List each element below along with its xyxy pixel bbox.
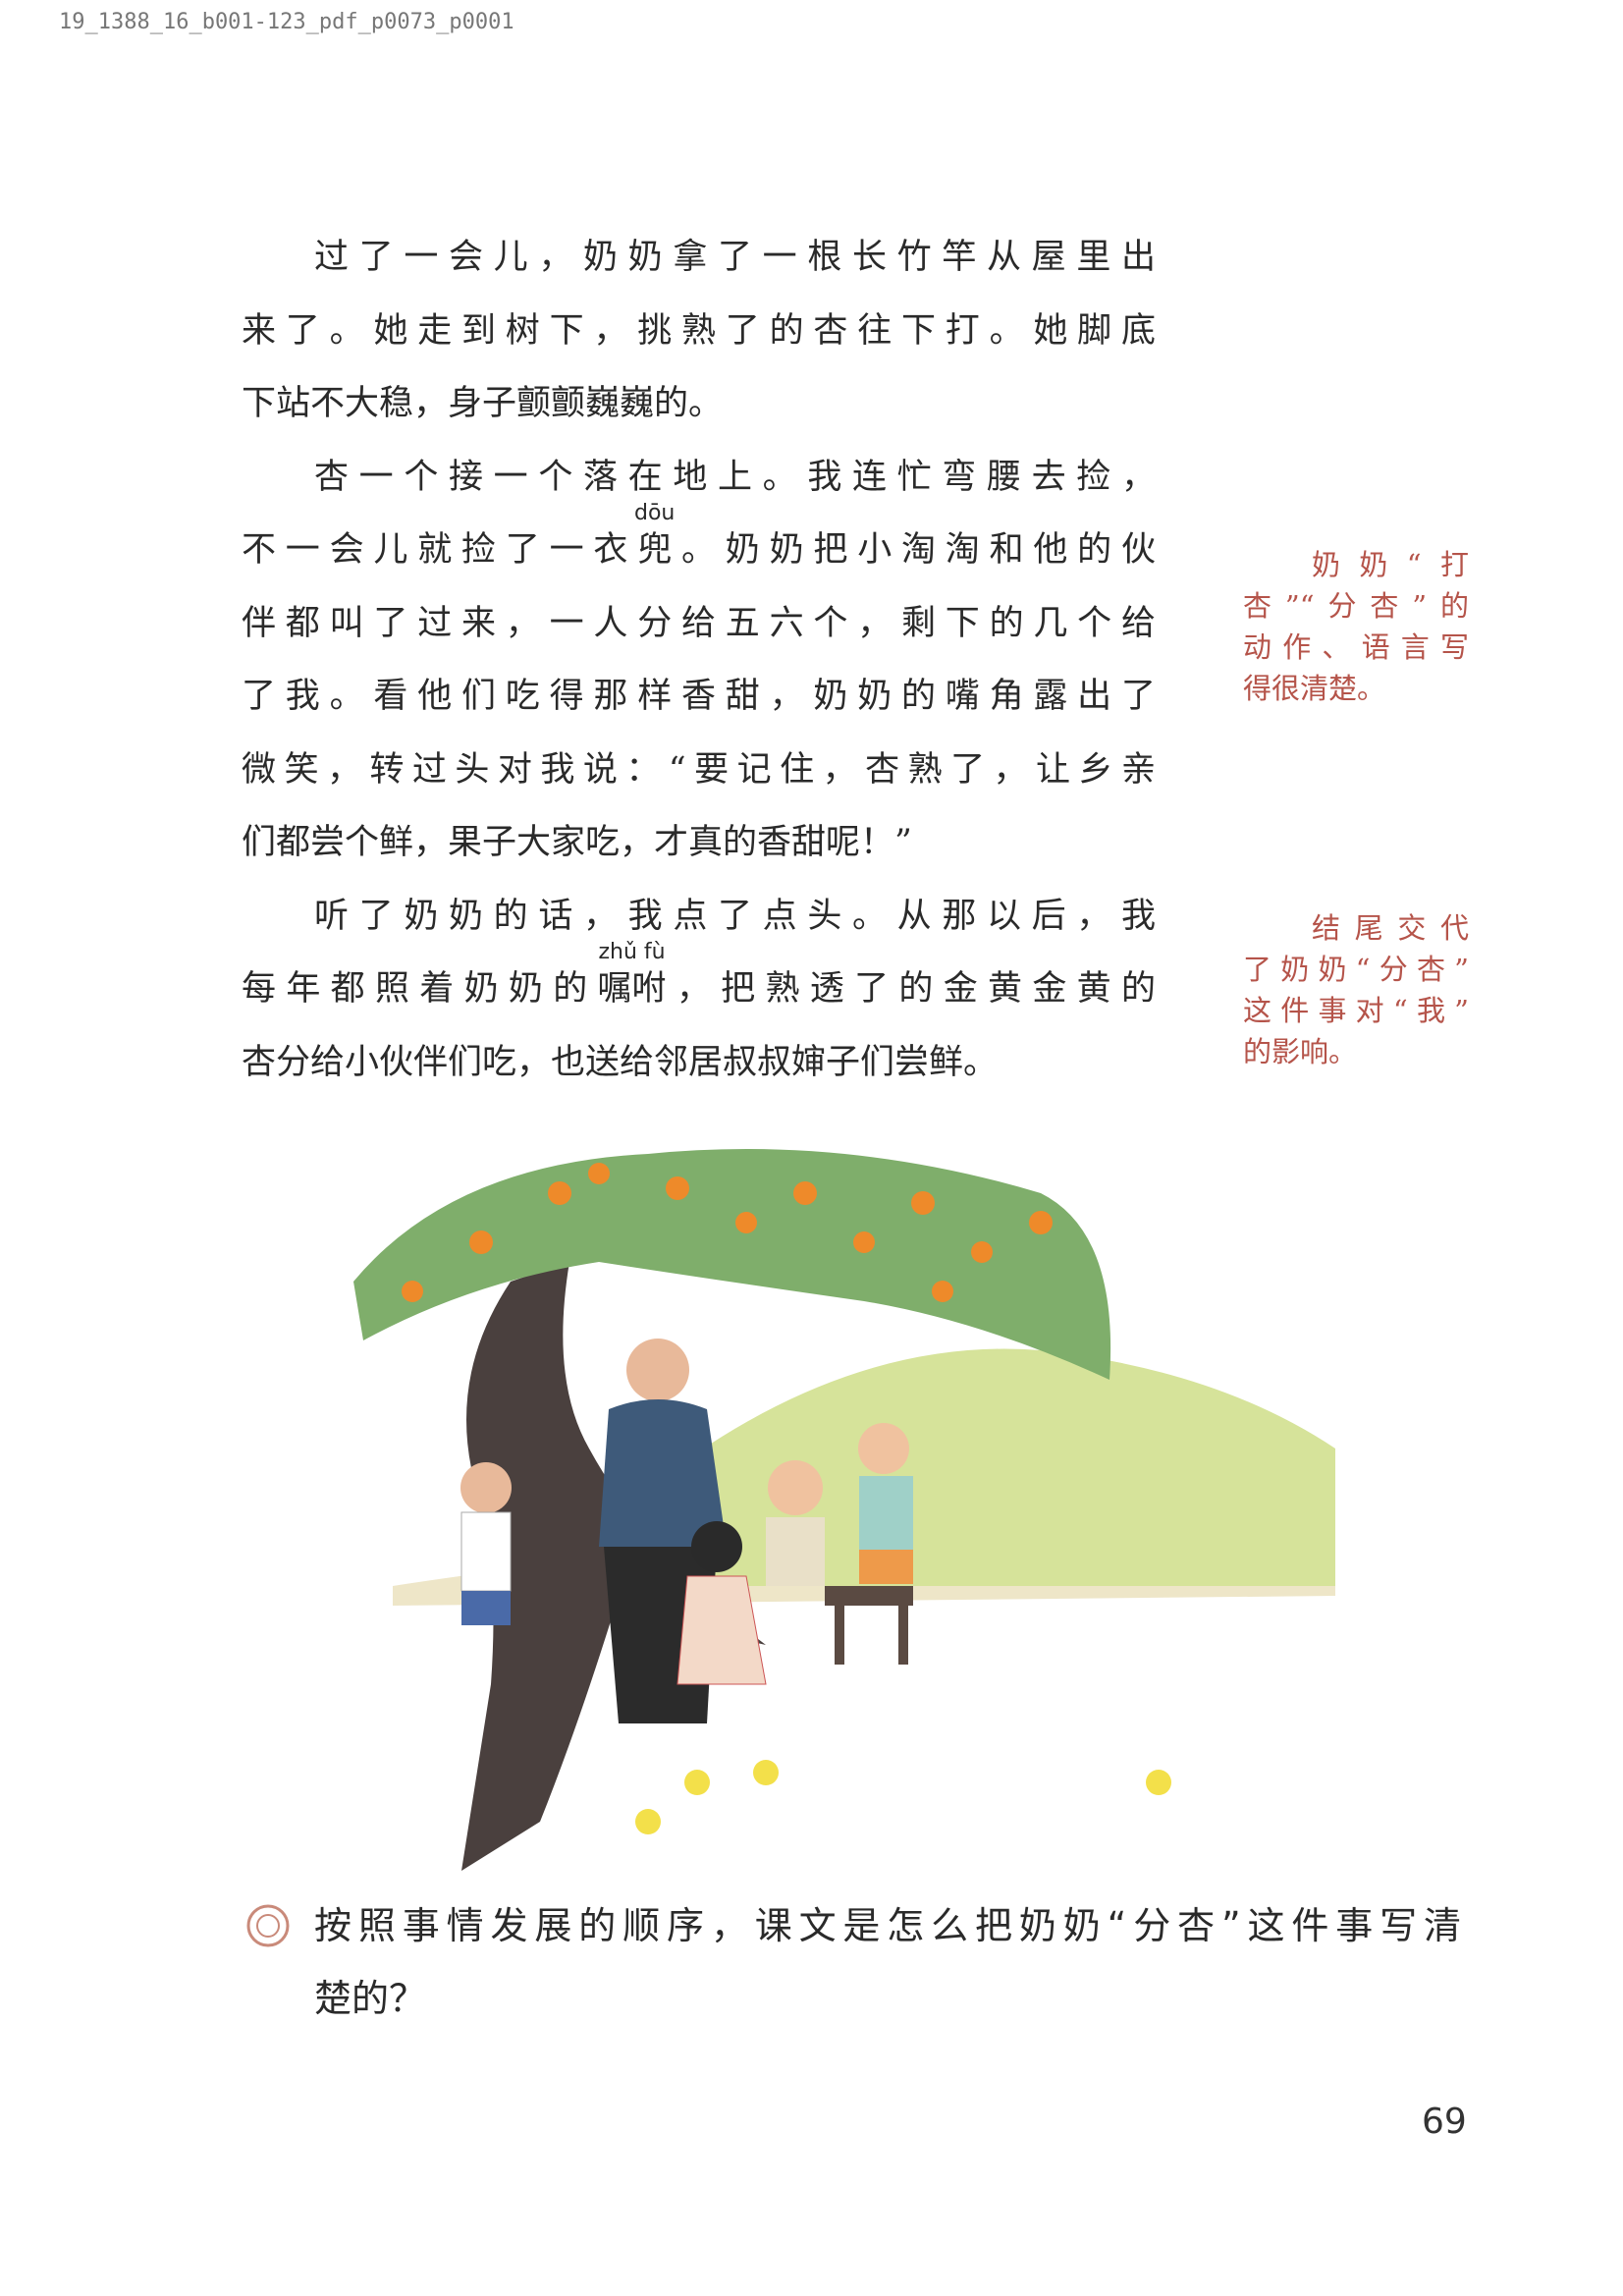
text-line: 杏分给小伙伴们吃，也送给邻居叔叔婶子们尝鲜。 [242,1042,999,1082]
ruby-base: 嘱咐 zhǔ fù [597,940,667,1009]
text-line: 听了奶奶的话，我点了点头。从那以后，我 [314,896,1156,936]
text-line: 杏一个接一个落在地上。我连忙弯腰去捡， [314,457,1156,497]
pinyin: zhǔ fù [598,940,666,964]
side-note-line: 得很清楚。 [1243,672,1386,705]
text-line: 了我。看他们吃得那样香甜，奶奶的嘴角露出了 [242,677,1156,716]
side-note-line: 了奶奶“分杏” [1243,953,1469,986]
pinyin: dōu [634,501,676,525]
text-run: ，把熟透了的金黄金黄的 [666,969,1156,1009]
text-line: 过了一会儿，奶奶拿了一根长竹竿从屋里出 [314,238,1156,277]
text-line: 伴都叫了过来，一人分给五六个，剩下的几个给 [242,603,1156,643]
illustration [353,1149,1335,1871]
file-label: 19_1388_16_b001-123_pdf_p0073_p0001 [59,10,514,34]
side-note-line: 这件事对“我” [1243,994,1469,1027]
text-run: 每年都照着奶奶的 [242,969,598,1009]
question-icon [246,1904,290,1947]
side-note-line: 杏”“分杏”的 [1243,589,1469,623]
text-run: 。奶奶把小淘淘和他的伙 [672,530,1156,570]
side-note-line: 奶奶“打 [1312,548,1469,581]
text-line: 下站不大稳，身子颤颤巍巍的。 [242,384,724,423]
text-line: 微笑，转过头对我说：“要记住，杏熟了，让乡亲 [242,749,1156,790]
text-line: 们都尝个鲜，果子大家吃，才真的香甜呢！” [242,823,912,862]
side-note-line: 动作、语言写 [1243,630,1469,664]
question-line: 按照事情发展的顺序，课文是怎么把奶奶“分杏”这件事写清 [314,1904,1461,1947]
text-run: 不一会儿就捡了一衣 [242,530,638,570]
side-note-line: 结尾交代 [1312,911,1469,945]
text-line: 来了。她走到树下，挑熟了的杏往下打。她脚底 [242,310,1156,351]
question-line: 楚的？ [314,1977,427,2020]
side-note-line: 的影响。 [1243,1035,1358,1068]
ruby-base: 兜 dōu [634,501,676,570]
text-line: 不一会儿就捡了一衣兜 dōu 。奶奶把小淘淘和他的伙 [242,501,1156,572]
page-number: 69 [1422,2102,1467,2142]
text-line: 每年都照着奶奶的嘱咐 zhǔ fù ，把熟透了的金黄金黄的 [242,940,1156,1011]
